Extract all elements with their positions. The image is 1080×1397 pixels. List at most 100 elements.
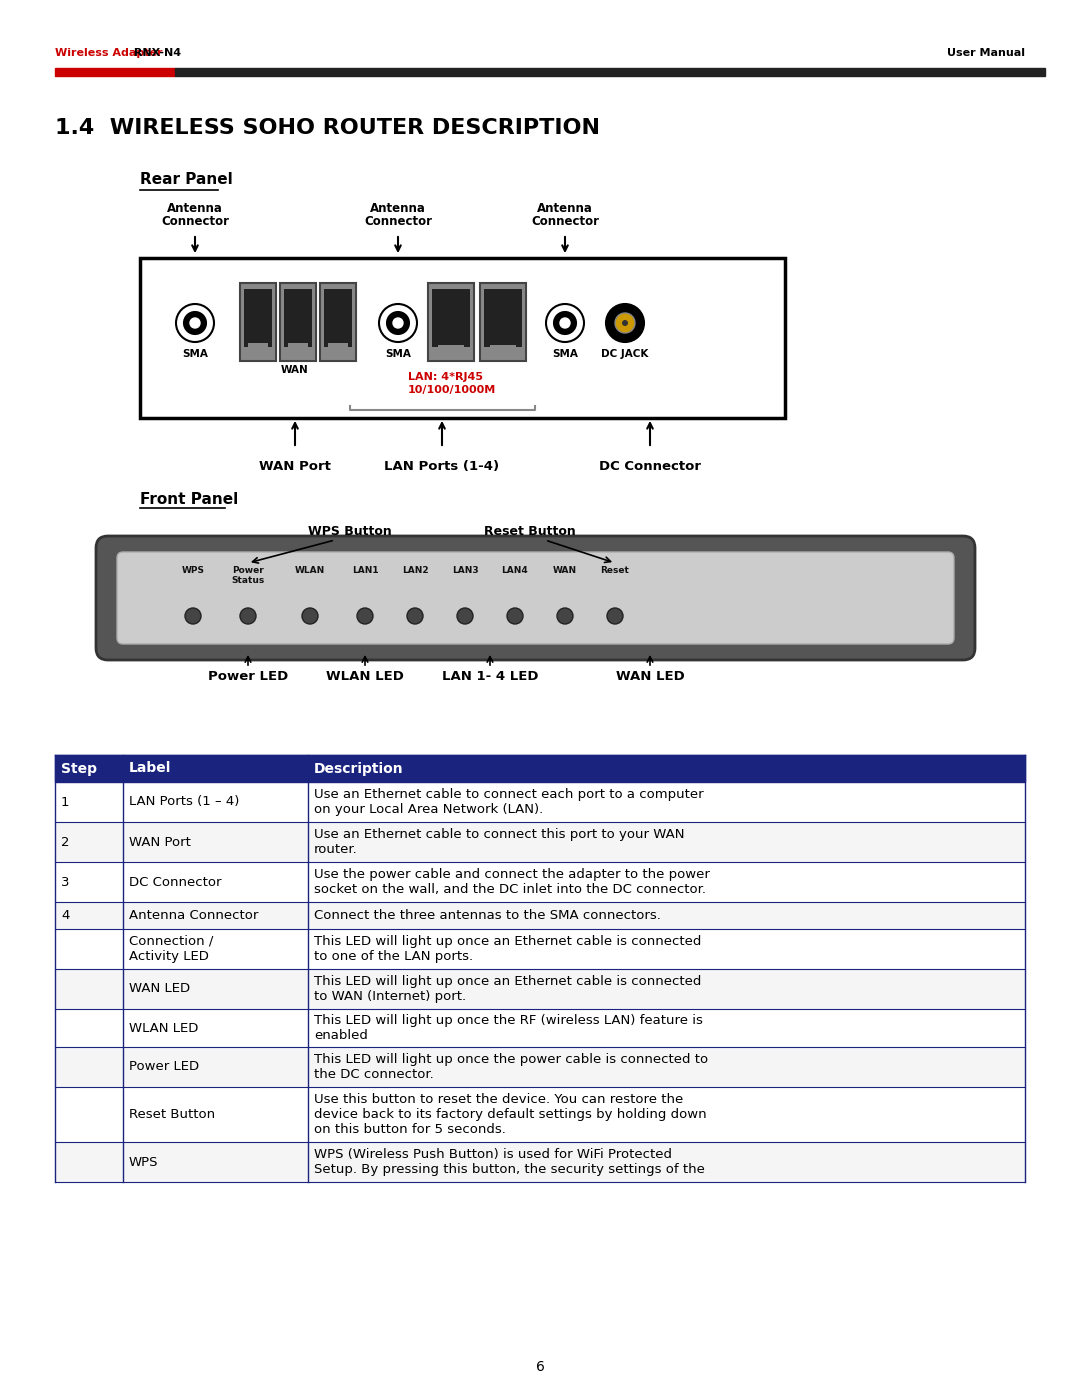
Text: WAN: WAN <box>281 365 309 374</box>
Text: LAN1: LAN1 <box>352 566 378 576</box>
Text: LAN4: LAN4 <box>501 566 528 576</box>
Text: Connection /
Activity LED: Connection / Activity LED <box>129 935 214 963</box>
Text: Connector: Connector <box>531 215 599 228</box>
Text: This LED will light up once the RF (wireless LAN) feature is
enabled: This LED will light up once the RF (wire… <box>314 1014 703 1042</box>
Text: Power
Status: Power Status <box>231 566 265 585</box>
Bar <box>480 284 526 360</box>
Text: WLAN LED: WLAN LED <box>129 1021 199 1035</box>
Circle shape <box>606 305 644 342</box>
Text: LAN2: LAN2 <box>402 566 429 576</box>
Bar <box>55 1009 1025 1046</box>
Text: This LED will light up once the power cable is connected to
the DC connector.: This LED will light up once the power ca… <box>314 1053 708 1081</box>
Text: WPS: WPS <box>181 566 204 576</box>
Circle shape <box>387 312 409 334</box>
Text: WLAN: WLAN <box>295 566 325 576</box>
Text: LAN 1- 4 LED: LAN 1- 4 LED <box>442 671 538 683</box>
Bar <box>324 289 352 346</box>
Text: Power LED: Power LED <box>207 671 288 683</box>
Bar <box>320 284 356 360</box>
Bar <box>55 929 1025 970</box>
Text: SMA: SMA <box>183 349 208 359</box>
Bar <box>280 284 316 360</box>
Text: RNX-N4: RNX-N4 <box>130 47 181 59</box>
Circle shape <box>557 608 573 624</box>
Text: LAN Ports (1-4): LAN Ports (1-4) <box>384 460 500 474</box>
Bar <box>55 1141 1025 1182</box>
Text: 3: 3 <box>60 876 69 888</box>
Text: WLAN LED: WLAN LED <box>326 671 404 683</box>
Circle shape <box>302 608 318 624</box>
Text: Connector: Connector <box>364 215 432 228</box>
Bar <box>284 289 312 346</box>
Bar <box>55 1087 1025 1141</box>
Circle shape <box>185 608 201 624</box>
Text: 2: 2 <box>60 835 69 848</box>
Text: Rear Panel: Rear Panel <box>140 172 233 187</box>
Text: WAN Port: WAN Port <box>259 460 330 474</box>
Bar <box>55 754 1025 782</box>
Text: Reset: Reset <box>600 566 630 576</box>
Text: Use the power cable and connect the adapter to the power
socket on the wall, and: Use the power cable and connect the adap… <box>314 868 710 895</box>
Text: 1.4  WIRELESS SOHO ROUTER DESCRIPTION: 1.4 WIRELESS SOHO ROUTER DESCRIPTION <box>55 117 600 138</box>
Bar <box>55 1046 1025 1087</box>
Circle shape <box>190 319 200 328</box>
Bar <box>140 258 785 418</box>
Circle shape <box>546 305 584 342</box>
Text: SMA: SMA <box>552 349 578 359</box>
Text: Description: Description <box>314 761 404 775</box>
Text: WPS Button: WPS Button <box>308 525 392 538</box>
Bar <box>55 970 1025 1009</box>
Circle shape <box>357 608 373 624</box>
Text: DC Connector: DC Connector <box>129 876 221 888</box>
Text: 6: 6 <box>536 1361 544 1375</box>
Text: Use an Ethernet cable to connect each port to a computer
on your Local Area Netw: Use an Ethernet cable to connect each po… <box>314 788 704 816</box>
Text: Antenna: Antenna <box>370 203 426 215</box>
Bar <box>55 862 1025 902</box>
Bar <box>55 821 1025 862</box>
Text: Wireless Adapter: Wireless Adapter <box>55 47 162 59</box>
Circle shape <box>615 313 635 332</box>
Text: Reset Button: Reset Button <box>484 525 576 538</box>
Text: SMA: SMA <box>386 349 410 359</box>
Text: Antenna: Antenna <box>167 203 222 215</box>
Text: Antenna Connector: Antenna Connector <box>129 909 258 922</box>
Text: Connect the three antennas to the SMA connectors.: Connect the three antennas to the SMA co… <box>314 909 661 922</box>
Bar <box>240 284 276 360</box>
Bar <box>490 345 516 358</box>
Text: WPS: WPS <box>129 1155 159 1168</box>
Bar <box>484 289 522 346</box>
Text: LAN Ports (1 – 4): LAN Ports (1 – 4) <box>129 795 240 809</box>
Bar <box>438 345 464 358</box>
Circle shape <box>607 608 623 624</box>
Circle shape <box>393 319 403 328</box>
Circle shape <box>622 320 627 326</box>
Circle shape <box>554 312 576 334</box>
Bar <box>428 284 474 360</box>
Text: Label: Label <box>129 761 172 775</box>
Text: WAN: WAN <box>553 566 577 576</box>
Text: This LED will light up once an Ethernet cable is connected
to WAN (Internet) por: This LED will light up once an Ethernet … <box>314 975 701 1003</box>
Text: LAN: 4*RJ45: LAN: 4*RJ45 <box>408 372 483 381</box>
Text: Front Panel: Front Panel <box>140 492 239 507</box>
FancyBboxPatch shape <box>96 536 975 659</box>
Text: WAN LED: WAN LED <box>129 982 190 996</box>
Text: Antenna: Antenna <box>537 203 593 215</box>
Text: LAN3: LAN3 <box>451 566 478 576</box>
Text: Step: Step <box>60 761 97 775</box>
Bar <box>328 344 348 355</box>
Bar <box>55 782 1025 821</box>
Text: 4: 4 <box>60 909 69 922</box>
Text: User Manual: User Manual <box>947 47 1025 59</box>
Circle shape <box>561 319 570 328</box>
Circle shape <box>176 305 214 342</box>
Circle shape <box>184 312 206 334</box>
Text: 1: 1 <box>60 795 69 809</box>
Circle shape <box>507 608 523 624</box>
Text: Connector: Connector <box>161 215 229 228</box>
Circle shape <box>379 305 417 342</box>
Bar <box>55 68 175 75</box>
Text: DC JACK: DC JACK <box>602 349 649 359</box>
Text: WAN LED: WAN LED <box>616 671 685 683</box>
Bar <box>55 902 1025 929</box>
Circle shape <box>457 608 473 624</box>
